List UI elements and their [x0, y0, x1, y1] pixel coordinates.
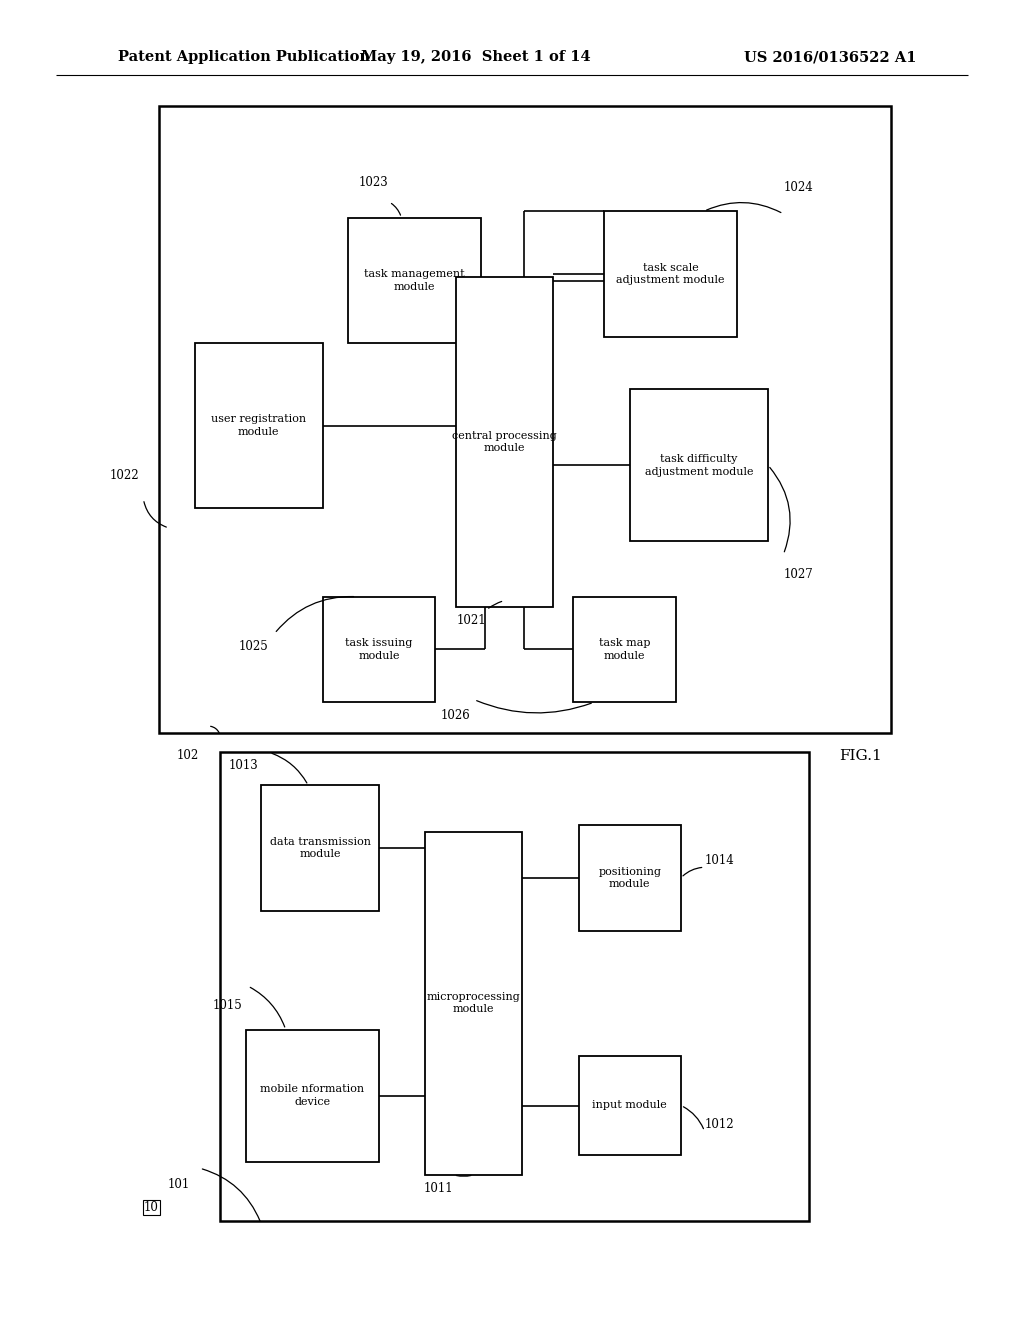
Text: 1013: 1013: [228, 759, 259, 772]
Text: 1022: 1022: [111, 469, 139, 482]
Text: mobile nformation
device: mobile nformation device: [260, 1085, 365, 1106]
Bar: [348, 218, 481, 343]
Bar: [323, 597, 435, 702]
Bar: [630, 389, 768, 541]
Text: 1012: 1012: [706, 1118, 734, 1131]
Text: 1027: 1027: [783, 568, 814, 581]
Bar: [456, 277, 553, 607]
Bar: [604, 211, 737, 337]
Bar: [195, 343, 323, 508]
Text: 1024: 1024: [783, 181, 814, 194]
Text: data transmission
module: data transmission module: [269, 837, 371, 859]
Text: 1014: 1014: [705, 854, 735, 867]
Text: task difficulty
adjustment module: task difficulty adjustment module: [645, 454, 753, 477]
Text: 10: 10: [144, 1201, 159, 1214]
Text: 102: 102: [176, 748, 199, 762]
Text: 1023: 1023: [358, 176, 389, 189]
Text: 10: 10: [144, 1201, 159, 1214]
Text: Patent Application Publication: Patent Application Publication: [118, 50, 370, 65]
Bar: [261, 785, 379, 911]
Text: 1026: 1026: [440, 709, 471, 722]
Text: central processing
module: central processing module: [452, 432, 557, 453]
Text: task map
module: task map module: [599, 639, 650, 660]
Text: task scale
adjustment module: task scale adjustment module: [616, 263, 725, 285]
Bar: [579, 825, 681, 931]
Text: user registration
module: user registration module: [211, 414, 306, 437]
Text: May 19, 2016  Sheet 1 of 14: May 19, 2016 Sheet 1 of 14: [361, 50, 591, 65]
Bar: [246, 1030, 379, 1162]
Text: microprocessing
module: microprocessing module: [427, 993, 520, 1014]
Bar: [159, 106, 891, 733]
Text: positioning
module: positioning module: [598, 867, 662, 888]
Text: US 2016/0136522 A1: US 2016/0136522 A1: [744, 50, 916, 65]
Text: 1011: 1011: [424, 1181, 453, 1195]
Bar: [425, 832, 522, 1175]
Text: 1025: 1025: [239, 640, 269, 653]
Bar: [573, 597, 676, 702]
Bar: [220, 752, 809, 1221]
Text: 1015: 1015: [212, 999, 243, 1012]
Text: 1021: 1021: [457, 614, 485, 627]
Text: FIG.1: FIG.1: [839, 750, 882, 763]
Text: input module: input module: [593, 1101, 667, 1110]
Text: task management
module: task management module: [365, 269, 465, 292]
Text: 101: 101: [168, 1177, 190, 1191]
Text: task issuing
module: task issuing module: [345, 639, 413, 660]
Bar: [579, 1056, 681, 1155]
